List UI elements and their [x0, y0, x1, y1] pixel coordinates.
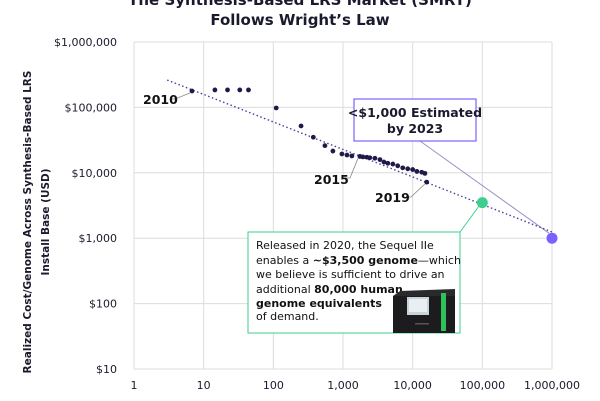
year-label: 2015	[314, 172, 349, 187]
data-point	[385, 160, 391, 166]
x-tick-label: 1,000,000	[524, 379, 580, 392]
y-axis-label-line-1: Realized Cost/Genome Across Synthesis-Ba…	[22, 71, 34, 374]
data-point	[367, 155, 373, 161]
data-point	[189, 88, 195, 94]
sequel-callout-line-5: genome equivalents	[256, 297, 382, 310]
chart-title-line-2: Follows Wright’s Law	[210, 11, 389, 29]
data-point	[400, 165, 406, 171]
sequel-callout-line-1: Released in 2020, the Sequel IIe	[256, 239, 434, 252]
x-tick-label: 100,000	[460, 379, 506, 392]
y-tick-labels: $10 $100 $1,000 $10,000 $100,000 $1,000,000	[54, 36, 117, 376]
data-point	[405, 166, 411, 172]
estimate-callout-line-1: <$1,000 Estimated	[348, 105, 482, 120]
data-point	[298, 123, 304, 129]
chart-title-line-1: The Synthesis-Based LRS Market (SMRT)	[128, 0, 472, 9]
sequel-iie-instrument-image	[393, 289, 455, 333]
estimate-callout-box	[353, 98, 477, 142]
year-label: 2010	[143, 92, 178, 107]
data-point	[381, 159, 387, 165]
x-tick-label: 10	[197, 379, 211, 392]
estimate-callout-line-2: by 2023	[387, 121, 443, 136]
data-point	[349, 153, 355, 159]
sequel-iie-point	[476, 197, 488, 209]
data-point	[225, 87, 230, 93]
data-point	[273, 105, 279, 111]
sequel-callout: Released in 2020, the Sequel IIe enables…	[247, 231, 461, 334]
x-tick-labels: 1 10 100 1,000 10,000 100,000 1,000,000	[131, 379, 580, 392]
data-point	[360, 154, 366, 160]
y-tick-label: $1,000	[79, 232, 118, 245]
x-tick-label: 10,000	[393, 379, 432, 392]
y-tick-label: $10	[96, 363, 117, 376]
data-point	[372, 155, 378, 161]
sequel-callout-line-4: additional 80,000 human	[256, 283, 403, 296]
y-tick-label: $100,000	[65, 101, 118, 114]
data-points	[189, 87, 430, 185]
data-point	[424, 179, 430, 185]
year-leader-line	[170, 92, 191, 100]
trendline	[166, 79, 553, 233]
x-tick-label: 100	[263, 379, 284, 392]
data-point	[339, 151, 345, 157]
data-point	[344, 152, 350, 158]
sequel-callout-line-3: we believe is sufficient to drive an	[256, 268, 445, 281]
data-point	[410, 167, 416, 172]
y-axis-label: Realized Cost/Genome Across Synthesis-Ba…	[22, 71, 52, 374]
data-point	[322, 143, 328, 149]
data-point	[212, 87, 218, 93]
y-axis-label-line-2: Install Base (USD)	[40, 168, 52, 275]
data-point	[330, 148, 336, 154]
data-point	[237, 87, 243, 93]
highlight-points	[476, 197, 558, 244]
data-point	[395, 163, 401, 169]
data-point	[390, 161, 396, 167]
estimate-callout: <$1,000 Estimated by 2023	[348, 98, 482, 142]
sequel-callout-line-6: of demand.	[256, 310, 319, 323]
sequel-leader-line	[459, 205, 480, 233]
x-tick-label: 1	[131, 379, 138, 392]
y-tick-label: $100	[89, 298, 117, 311]
year-leader-line	[345, 158, 359, 179]
data-point	[414, 169, 420, 174]
data-point	[377, 157, 383, 163]
y-tick-label: $1,000,000	[54, 36, 117, 49]
y-tick-label: $10,000	[72, 167, 118, 180]
estimate-leader-line	[419, 140, 550, 234]
sequel-callout-line-2: enables a ~$3,500 genome—which	[256, 254, 461, 267]
data-point	[246, 87, 251, 93]
year-label: 2019	[375, 190, 410, 205]
year-labels: 2010 2015 2019	[143, 92, 425, 205]
data-point	[422, 170, 428, 176]
leader-lines	[419, 140, 550, 234]
x-tick-label: 1,000	[327, 379, 359, 392]
estimate-2023-point	[546, 232, 558, 244]
year-leader-line	[406, 183, 425, 198]
data-point	[310, 134, 316, 140]
